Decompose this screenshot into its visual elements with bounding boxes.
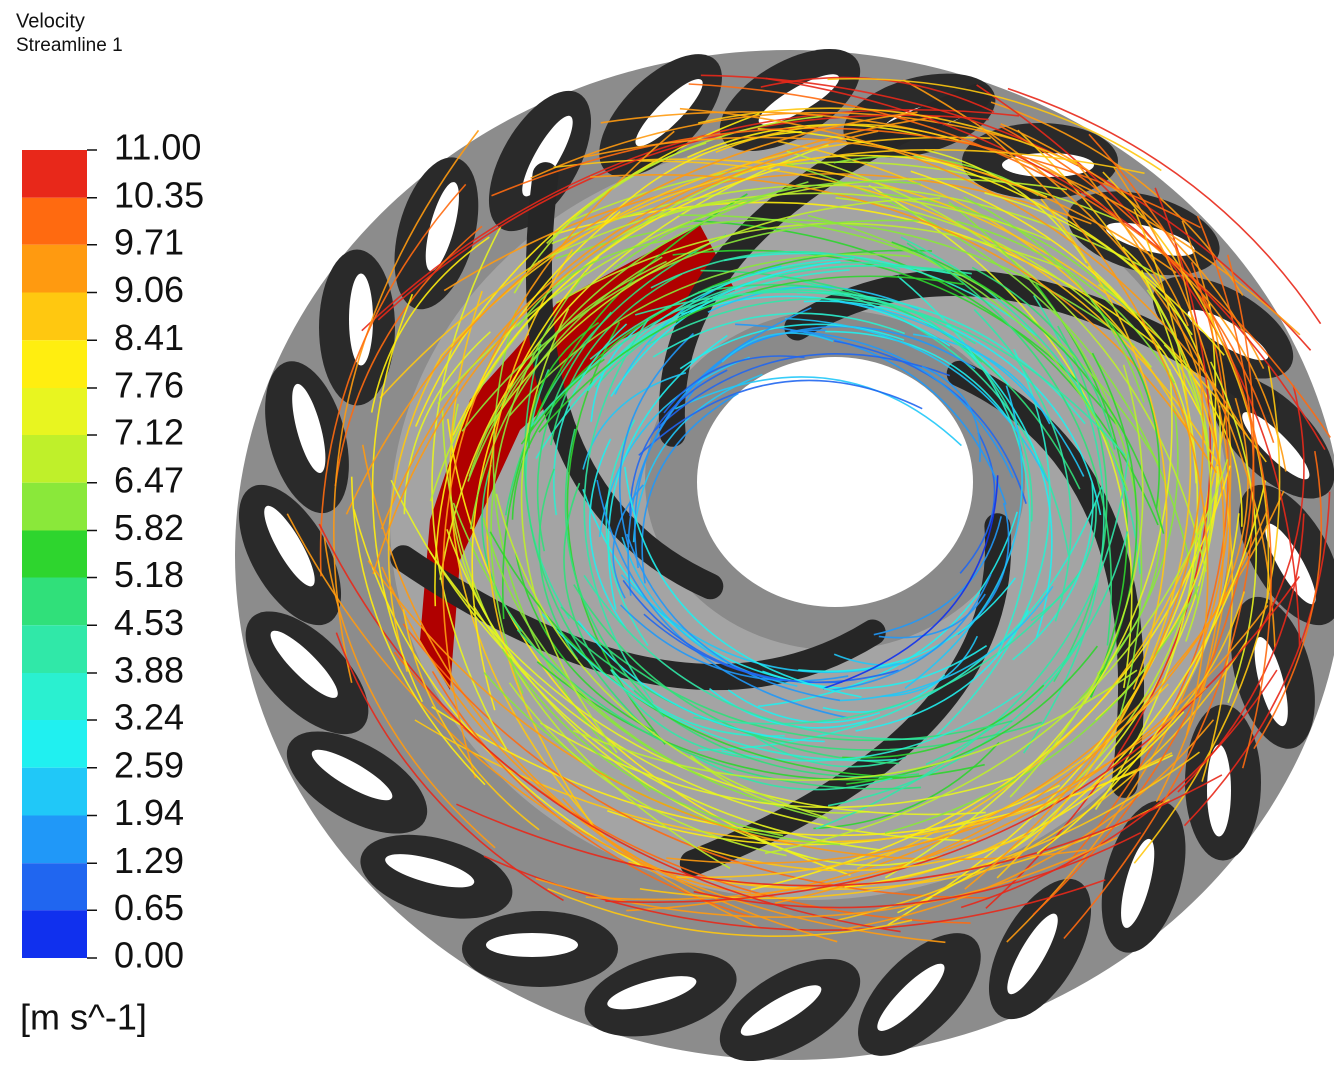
tick-label: 7.76 — [114, 365, 184, 406]
colorbar-band — [22, 768, 87, 816]
tick-label: 3.88 — [114, 650, 184, 691]
colorbar-band — [22, 625, 87, 673]
colorbar-band — [22, 150, 87, 198]
hub-hole — [697, 357, 973, 607]
blade — [462, 911, 618, 987]
colorbar-band — [22, 720, 87, 768]
colorbar-band — [22, 340, 87, 388]
colorbar-band — [22, 435, 87, 483]
colorbar-band — [22, 483, 87, 531]
colorbar-band — [22, 293, 87, 341]
colorbar-band — [22, 673, 87, 720]
colorbar-band — [22, 578, 87, 626]
colorbar-band — [22, 388, 87, 435]
tick-label: 5.82 — [114, 507, 184, 548]
blade — [319, 250, 395, 406]
tick-label: 9.06 — [114, 269, 184, 310]
tick-label: 1.94 — [114, 792, 184, 833]
tick-label: 1.29 — [114, 840, 184, 881]
tick-label: 10.35 — [114, 174, 204, 215]
tick-label: 11.00 — [114, 127, 201, 168]
tick-label: 0.00 — [114, 935, 184, 976]
tick-label: 0.65 — [114, 887, 184, 928]
page: Velocity Streamline 1 [m s^-1] 11.00 10.3… — [0, 0, 1334, 1078]
legend: Velocity Streamline 1 [m s^-1] 11.00 10.3… — [16, 10, 204, 1037]
tick-label: 6.47 — [114, 459, 184, 500]
colorbar-band — [22, 815, 87, 863]
tick-label: 9.71 — [114, 221, 184, 262]
tick-label: 2.59 — [114, 744, 184, 785]
blade-slot — [486, 933, 578, 957]
colorbar-band — [22, 245, 87, 293]
blade-slot — [1207, 745, 1231, 837]
legend-subtitle: Streamline 1 — [16, 35, 123, 56]
colorbar-band — [22, 910, 87, 958]
legend-unit: [m s^-1] — [20, 997, 147, 1038]
tick-label: 5.18 — [114, 554, 184, 595]
legend-title: Velocity — [16, 10, 85, 32]
colorbar-band — [22, 530, 87, 577]
visualization: Velocity Streamline 1 [m s^-1] 11.00 10.3… — [0, 0, 1334, 1078]
colorbar-band — [22, 198, 87, 245]
tick-label: 4.53 — [114, 602, 184, 643]
tick-label: 3.24 — [114, 697, 184, 738]
tick-label: 8.41 — [114, 317, 184, 358]
tick-label: 7.12 — [114, 412, 184, 453]
colorbar-band — [22, 863, 87, 910]
